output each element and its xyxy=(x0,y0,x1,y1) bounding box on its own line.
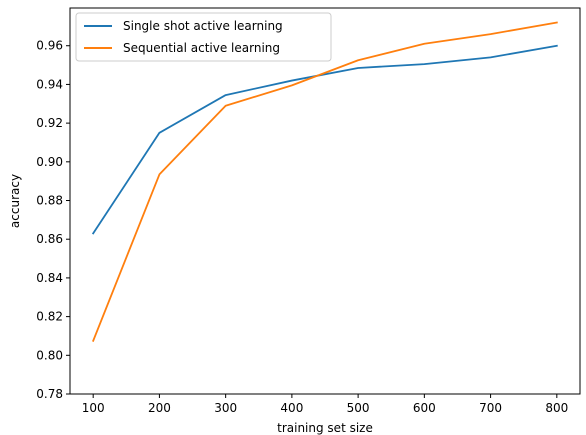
y-tick-label: 0.80 xyxy=(36,348,63,362)
series-layer xyxy=(91,21,558,342)
x-tick-label: 100 xyxy=(82,401,105,415)
legend: Single shot active learning Sequential a… xyxy=(75,12,332,62)
y-tick-label: 0.82 xyxy=(36,310,63,324)
legend-label-series-2: Sequential active learning xyxy=(123,41,280,55)
legend-label-series-1: Single shot active learning xyxy=(123,19,283,33)
y-tick-label: 0.78 xyxy=(36,387,63,401)
x-tick-label: 800 xyxy=(545,401,568,415)
x-tick-label: 200 xyxy=(148,401,171,415)
y-axis-title: accuracy xyxy=(8,174,22,228)
x-tick-label: 600 xyxy=(413,401,436,415)
series-line-1 xyxy=(91,44,558,235)
x-tick-label: 300 xyxy=(214,401,237,415)
y-tick-label: 0.90 xyxy=(36,155,63,169)
plot-area: 100 200 300 400 500 600 700 800 0.78 0.80 0.82 0.8… xyxy=(36,7,581,415)
y-tick-label: 0.94 xyxy=(36,77,63,91)
y-tick-label: 0.96 xyxy=(36,39,63,53)
x-tick-label: 700 xyxy=(479,401,502,415)
x-tick-label: 500 xyxy=(347,401,370,415)
y-axis-ticks: 0.78 0.80 0.82 0.84 0.86 0.88 0.90 0.92 0.94 0.96 xyxy=(36,39,70,401)
y-tick-label: 0.86 xyxy=(36,232,63,246)
y-tick-label: 0.92 xyxy=(36,116,63,130)
series-line-2 xyxy=(92,21,558,342)
y-tick-label: 0.88 xyxy=(36,194,63,208)
x-axis-title: training set size xyxy=(277,421,373,435)
x-axis-ticks: 100 200 300 400 500 600 700 800 xyxy=(82,394,568,415)
x-tick-label: 400 xyxy=(280,401,303,415)
legend-box xyxy=(75,12,332,62)
y-tick-label: 0.84 xyxy=(36,271,63,285)
